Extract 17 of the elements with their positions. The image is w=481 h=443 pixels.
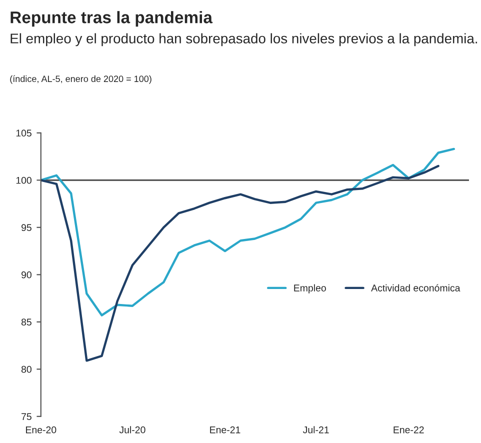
- chart-subtitle: El empleo y el producto han sobrepasado los niveles previos a la pandemia.: [10, 33, 477, 46]
- y-tick-label: 85: [21, 318, 32, 326]
- y-tick-label: 95: [22, 224, 32, 232]
- y-tick-label: 75: [22, 413, 32, 420]
- chart-title: Repunte tras la pandemia: [10, 11, 213, 27]
- y-tick-label: 100: [16, 176, 32, 184]
- x-tick-label: Ene-21: [210, 426, 240, 434]
- x-tick-label: Jul-21: [302, 426, 329, 434]
- x-tick-label: Jul-20: [119, 426, 146, 434]
- y-tick-label: 80: [21, 366, 32, 373]
- y-tick-label: 90: [22, 271, 32, 278]
- x-tick-label: Ene-20: [26, 426, 56, 434]
- text: (índice, AL-5, enero de 2020 = 100): [10, 75, 152, 84]
- legend-label: Empleo: [294, 284, 326, 294]
- x-tick-label: Ene-22: [394, 426, 424, 434]
- y-tick-label: 105: [16, 130, 32, 137]
- legend-label: Actividad económica: [371, 284, 460, 292]
